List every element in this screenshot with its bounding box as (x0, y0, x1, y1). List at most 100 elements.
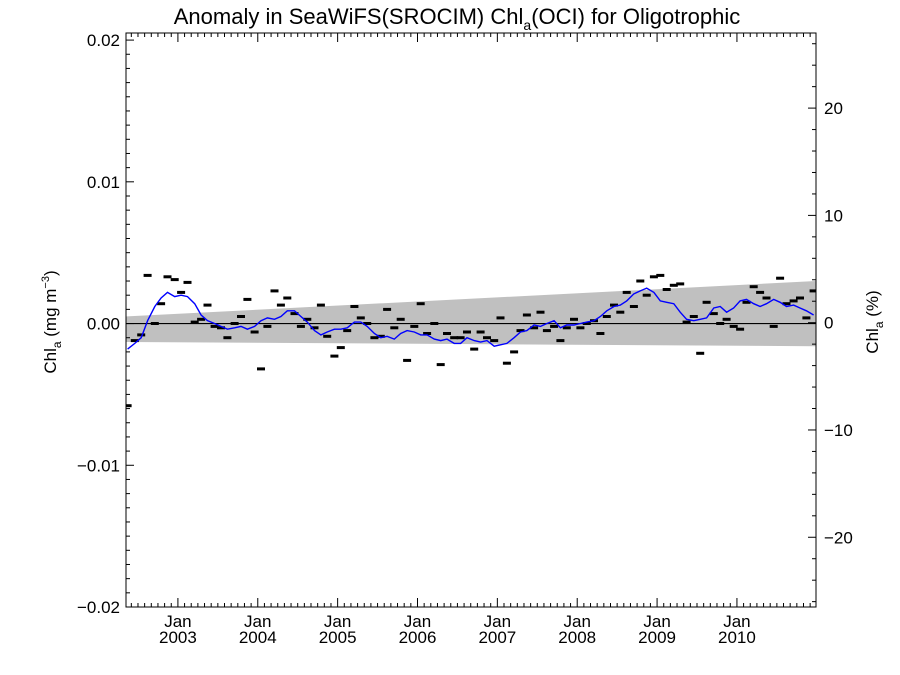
data-point (736, 327, 745, 331)
data-point (722, 317, 731, 321)
data-point (316, 303, 325, 307)
data-point (143, 273, 152, 277)
data-point (516, 329, 525, 333)
data-point (610, 303, 618, 307)
data-point (430, 322, 439, 325)
data-point (490, 339, 499, 343)
plot-area (126, 273, 816, 408)
data-point (363, 322, 372, 325)
data-point (642, 293, 651, 297)
data-point (410, 324, 419, 328)
data-point (629, 305, 638, 308)
data-point (436, 363, 445, 367)
data-point (310, 326, 319, 330)
data-point (809, 289, 816, 293)
data-point (682, 320, 691, 324)
data-point (556, 339, 565, 343)
data-point (656, 273, 665, 277)
data-point (130, 339, 139, 343)
x-tick-label-year: 2004 (239, 628, 277, 647)
data-point (150, 322, 159, 325)
data-point (689, 315, 698, 318)
y-left-tick-label: 0.00 (87, 315, 120, 334)
data-point (562, 326, 571, 330)
data-point (450, 336, 459, 340)
data-point (177, 290, 186, 294)
data-point (729, 324, 738, 328)
data-point (217, 326, 225, 330)
data-point (676, 282, 685, 286)
x-tick-label-year: 2007 (478, 628, 516, 647)
data-point (662, 288, 671, 291)
y-left-tick-label: 0.01 (87, 173, 120, 192)
data-point (163, 275, 172, 279)
data-point (210, 324, 219, 328)
data-point (536, 310, 545, 314)
data-point (510, 350, 519, 354)
x-tick-label-month: Jan (404, 612, 431, 631)
y-left-tick-label: −0.02 (77, 598, 120, 617)
y-right-tick-label: 20 (824, 99, 843, 118)
data-point (716, 322, 725, 325)
data-point (496, 316, 505, 320)
data-point (756, 290, 765, 294)
data-point (383, 307, 392, 311)
y-left-tick-label: −0.01 (77, 456, 120, 475)
data-point (356, 316, 365, 320)
data-point (522, 313, 531, 317)
data-point (636, 279, 645, 283)
data-point (550, 324, 559, 328)
x-tick-label-month: Jan (324, 612, 351, 631)
data-point (197, 317, 206, 321)
data-point (649, 275, 658, 279)
data-point (403, 358, 412, 362)
data-point (570, 317, 578, 321)
x-tick-label-month: Jan (564, 612, 591, 631)
data-point (709, 312, 718, 316)
x-tick-label-year: 2003 (159, 628, 197, 647)
data-point (263, 324, 272, 328)
y-right-tick-label: 10 (824, 206, 843, 225)
data-point (443, 332, 451, 335)
data-point (343, 329, 352, 333)
data-point (416, 302, 425, 306)
data-point (762, 296, 771, 300)
data-point (303, 317, 312, 321)
data-point (223, 336, 232, 340)
data-point (230, 322, 239, 325)
data-point (323, 334, 332, 338)
y-axis-left-label: Chla (mg m−3) (40, 270, 64, 373)
y-axis-right-label: Chla (%) (863, 290, 886, 353)
x-tick-label-year: 2008 (558, 628, 596, 647)
data-point (802, 316, 811, 320)
data-point (243, 297, 252, 301)
data-point (530, 326, 539, 330)
data-point (330, 354, 339, 358)
data-point (370, 336, 379, 340)
y-right-tick-label: −10 (824, 421, 853, 440)
data-point (390, 326, 399, 330)
data-point (270, 289, 279, 293)
data-point (126, 404, 132, 408)
data-point (396, 317, 405, 321)
x-tick-label-year: 2010 (718, 628, 756, 647)
data-point (669, 283, 678, 287)
data-point (276, 303, 285, 307)
data-point (542, 329, 551, 333)
data-point (742, 300, 751, 304)
data-point (622, 290, 631, 294)
data-point (190, 320, 199, 324)
data-point (250, 330, 259, 334)
y-left-tick-label: 0.02 (87, 31, 120, 50)
x-tick-label-year: 2009 (638, 628, 676, 647)
chart-title: Anomaly in SeaWiFS(SROCIM) Chla(OCI) for… (174, 4, 741, 33)
data-point (470, 347, 479, 351)
data-point (502, 361, 511, 365)
data-point (237, 315, 245, 318)
data-point (702, 300, 711, 304)
data-point (456, 336, 465, 340)
data-point (769, 324, 778, 328)
data-point (376, 334, 385, 338)
x-tick-label-month: Jan (484, 612, 511, 631)
